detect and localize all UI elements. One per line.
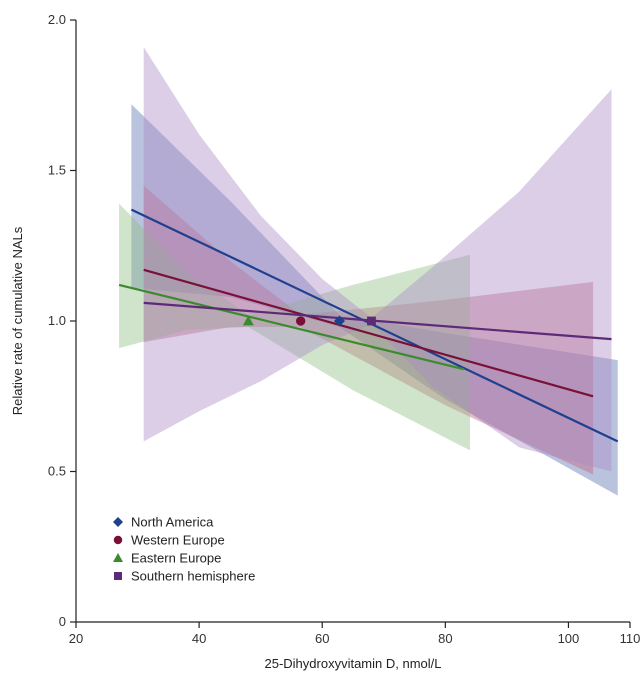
legend-marker-3 <box>114 572 122 580</box>
y-tick-label-4: 2.0 <box>48 12 66 27</box>
band-series-1 <box>143 185 594 475</box>
y-tick-label-0: 0 <box>59 614 66 629</box>
band-series-3 <box>143 47 612 472</box>
legend-label-2: Eastern Europe <box>131 551 221 566</box>
series-lines <box>118 208 619 443</box>
reference-markers <box>242 315 376 327</box>
y-tick-label-3: 1.5 <box>48 163 66 178</box>
marker-series-0 <box>333 315 345 327</box>
line-series-3 <box>143 301 612 341</box>
confidence-bands <box>119 47 618 496</box>
legend-label-0: North America <box>131 515 214 530</box>
marker-series-1 <box>296 316 306 326</box>
legend-marker-2 <box>113 553 123 562</box>
x-axis-title: 25-Dihydroxyvitamin D, nmol/L <box>264 656 441 671</box>
x-tick-label-1: 40 <box>192 631 206 646</box>
y-axis-title: Relative rate of cumulative NALs <box>10 226 25 415</box>
line-series-2 <box>118 283 465 371</box>
x-tick-label-2: 60 <box>315 631 329 646</box>
band-series-0 <box>131 104 618 496</box>
marker-series-2 <box>242 315 254 326</box>
x-tick-label-0: 20 <box>69 631 83 646</box>
x-tick-label-3: 80 <box>438 631 452 646</box>
legend-label-1: Western Europe <box>131 533 225 548</box>
x-tick-label-5: 110 <box>620 631 641 646</box>
x-tick-label-4: 100 <box>558 631 580 646</box>
axes: 0 0.5 1.0 1.5 2.0 20 40 60 80 100 110 <box>48 12 640 646</box>
line-series-0 <box>130 208 619 443</box>
marker-series-3 <box>367 316 376 326</box>
legend-marker-1 <box>113 535 123 545</box>
y-tick-label-1: 0.5 <box>48 464 66 479</box>
legend: North America Western Europe Eastern Europ… <box>113 515 255 584</box>
legend-marker-0 <box>113 517 123 527</box>
legend-label-3: Southern hemisphere <box>131 569 255 584</box>
y-tick-label-2: 1.0 <box>48 313 66 328</box>
line-series-1 <box>143 268 594 398</box>
